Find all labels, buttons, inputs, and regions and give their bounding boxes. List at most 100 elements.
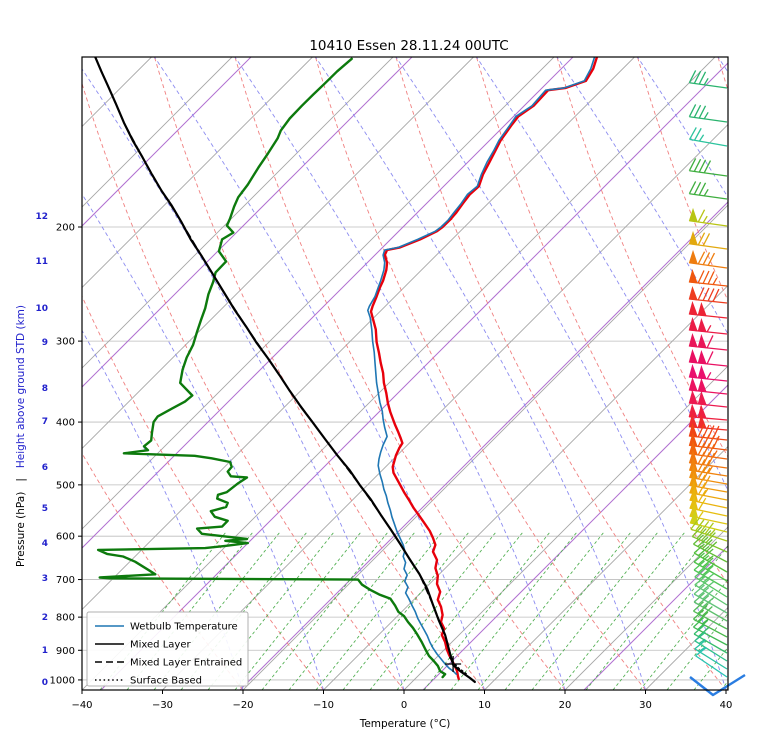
legend-entry-label: Mixed Layer [130, 640, 191, 651]
mixing-ratio-line [504, 531, 632, 690]
wind-barb [693, 534, 728, 563]
mixing-ratio-line [369, 531, 497, 690]
dry-adiabat-line [82, 452, 244, 690]
mixing-ratio-line [261, 531, 389, 690]
curve-temperature [369, 57, 599, 680]
wind-barb [688, 104, 728, 123]
violet-isoline [82, 57, 413, 388]
isotherm-line [323, 284, 728, 690]
x-tick-label: −30 [152, 700, 173, 711]
sounding-curves [94, 57, 599, 684]
pressure-tick-label: 900 [56, 646, 75, 657]
wind-barb [688, 390, 728, 408]
wind-barb [688, 269, 728, 287]
mixing-ratio-line [693, 646, 728, 690]
wind-barb [688, 158, 728, 177]
wind-barb [688, 349, 728, 367]
wind-barb [689, 127, 728, 147]
dry-adiabat-line [82, 295, 324, 690]
x-tick-label: −10 [313, 700, 334, 711]
x-axis-ticks: −40 −30 −20 −10 0 10 20 30 40 [71, 690, 732, 711]
isotherm-line [82, 57, 635, 611]
isotherm-line [162, 123, 728, 690]
violet-isoline [82, 57, 252, 227]
legend-frame [86, 611, 249, 687]
violet-isoline [82, 57, 574, 549]
isotherm-line [82, 57, 555, 530]
wind-barb [688, 301, 728, 319]
moist-adiabat-line [82, 329, 244, 690]
dry-adiabat-line [234, 57, 566, 690]
moist-adiabat-line [637, 57, 728, 199]
violet-isoline [583, 545, 728, 690]
height-km-label: 9 [42, 338, 48, 348]
violet-isoline [100, 62, 728, 690]
isotherm-line [242, 204, 728, 690]
wind-barb [688, 377, 728, 395]
moist-adiabat-line [476, 57, 728, 492]
plot-border [81, 56, 729, 691]
mixing-ratio-line [315, 531, 443, 690]
wind-barb [689, 495, 728, 517]
height-km-label: 11 [35, 257, 48, 267]
dry-adiabat-line [476, 57, 728, 585]
curve-mixed-layer [94, 57, 476, 684]
height-km-label: 12 [35, 212, 48, 222]
wind-barb [688, 181, 728, 200]
wind-barb [688, 249, 728, 269]
height-km-label: 1 [42, 646, 48, 656]
y-axis-label-pressure: Pressure (hPa) [15, 492, 27, 567]
isotherm-line [403, 365, 728, 690]
wind-barb [688, 230, 728, 250]
lcl-plus-marker [445, 656, 462, 673]
wind-barb [688, 207, 728, 227]
pressure-tick-label: 300 [56, 337, 75, 348]
pressure-tick-label: 1000 [50, 675, 75, 686]
wind-barb [688, 432, 728, 451]
wind-barb [689, 487, 728, 509]
legend-box: Wetbulb Temperature Mixed Layer Mixed Laye… [86, 611, 249, 687]
pressure-tick-label: 700 [56, 575, 75, 586]
pressure-tick-label: 600 [56, 532, 75, 543]
x-tick-label: −40 [71, 700, 92, 711]
isotherm-line [0, 57, 71, 690]
isotherm-line [82, 57, 313, 289]
mixing-ratio-line [531, 531, 659, 690]
legend-entry-label: Surface Based [130, 676, 202, 687]
wind-barb [688, 333, 728, 351]
height-km-label: 10 [35, 304, 48, 314]
isotherm-line [564, 526, 728, 690]
moist-adiabat-line [234, 57, 566, 690]
x-tick-label: −20 [232, 700, 253, 711]
x-tick-label: 20 [559, 700, 572, 711]
pressure-tick-label: 800 [56, 613, 75, 624]
x-tick-label: 10 [478, 700, 491, 711]
mixing-ratio-line [612, 545, 728, 690]
moist-adiabat-line [154, 57, 485, 690]
height-km-label: 3 [42, 574, 48, 584]
mixing-ratio-line [748, 532, 760, 690]
x-tick-label: 0 [401, 700, 407, 711]
height-km-label: 5 [42, 504, 48, 514]
moist-adiabat-line [82, 193, 324, 690]
x-axis-label: Temperature (°C) [359, 718, 451, 730]
isotherm-line [82, 57, 394, 369]
wind-barb [689, 472, 728, 493]
dry-adiabat-line [315, 57, 646, 690]
dry-adiabat-line [154, 57, 485, 690]
violet-isoline [422, 384, 728, 690]
isotherm-line [82, 57, 233, 208]
mixing-ratio-line [450, 531, 578, 690]
mixing-ratio-line [288, 531, 416, 690]
y-axis-ticks: 2003004005006007008009001000012345678910… [35, 212, 82, 688]
mixing-ratio-line [477, 531, 605, 690]
wind-barb-column [688, 70, 746, 697]
wind-barb [688, 286, 728, 304]
chart-title: 10410 Essen 28.11.24 00UTC [309, 38, 508, 54]
wind-barb [688, 364, 728, 382]
wind-barb [695, 646, 728, 678]
mixing-ratio-line [342, 531, 470, 690]
curve-dewpoint [96, 57, 447, 679]
